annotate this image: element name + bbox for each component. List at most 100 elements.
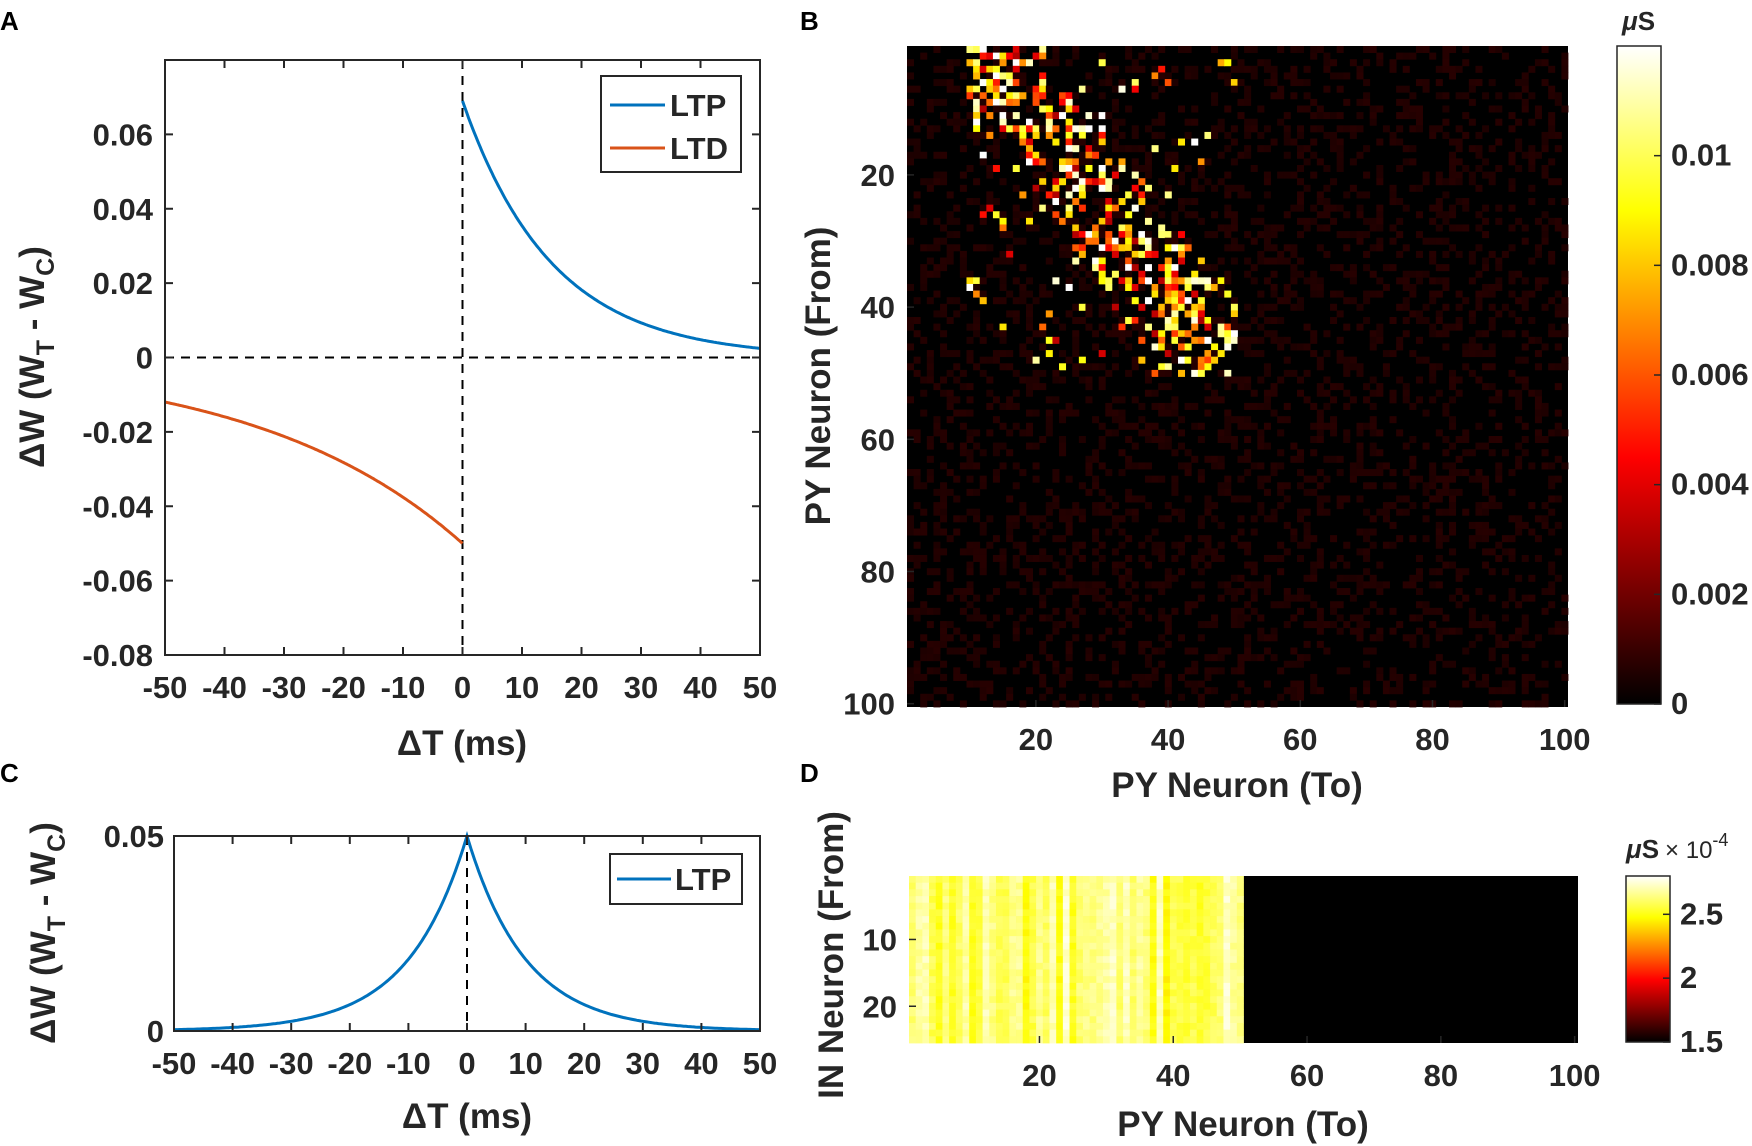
panel-b-heatmap-cell xyxy=(1105,211,1113,219)
panel-d-heatmap-cell xyxy=(1169,1009,1177,1017)
panel-b-heatmap-cell xyxy=(1111,184,1119,192)
panel-b-heatmap-cell xyxy=(1475,469,1483,477)
panel-b-heatmap xyxy=(907,46,1569,708)
panel-b-heatmap-cell xyxy=(979,158,987,166)
panel-d-heatmap-cell xyxy=(942,1036,950,1044)
panel-b-heatmap-cell xyxy=(1045,98,1053,106)
panel-b-heatmap-cell xyxy=(1072,350,1080,358)
panel-a-xtick-label: -20 xyxy=(321,670,366,705)
panel-b-heatmap-cell xyxy=(1488,654,1496,662)
panel-d-heatmap-cell xyxy=(1042,1009,1050,1017)
panel-b-heatmap-cell xyxy=(1442,131,1450,139)
panel-b-heatmap-cell xyxy=(959,422,967,430)
panel-b-heatmap-cell xyxy=(1429,462,1437,470)
panel-d-heatmap-cell xyxy=(909,889,917,897)
panel-b-heatmap-cell xyxy=(1184,469,1192,477)
panel-b-heatmap-cell xyxy=(1006,79,1014,87)
panel-b-heatmap-cell xyxy=(1488,627,1496,635)
panel-b-heatmap-cell xyxy=(1449,627,1457,635)
panel-d-heatmap-cell xyxy=(1082,982,1091,990)
panel-b-heatmap-cell xyxy=(1171,158,1179,166)
panel-b-heatmap-cell xyxy=(1435,330,1443,338)
panel-b-heatmap-cell xyxy=(979,131,987,139)
panel-b-heatmap-cell xyxy=(1138,330,1146,338)
panel-b-heatmap-cell xyxy=(1230,217,1238,225)
panel-d-heatmap-cell xyxy=(1022,962,1030,970)
panel-b-heatmap-cell xyxy=(1270,317,1278,325)
panel-b-heatmap-cell xyxy=(1125,568,1133,576)
panel-b-heatmap-cell xyxy=(1508,667,1516,675)
panel-b-heatmap-cell xyxy=(940,429,948,437)
panel-b-heatmap-cell xyxy=(1045,508,1053,516)
panel-b-heatmap-cell xyxy=(1184,198,1192,206)
panel-b-heatmap-cell xyxy=(1118,396,1126,404)
panel-b-heatmap-cell xyxy=(1039,46,1047,54)
panel-b-heatmap-cell xyxy=(966,85,974,93)
panel-b-heatmap-cell xyxy=(1164,621,1172,629)
panel-b-heatmap-cell xyxy=(973,244,981,252)
panel-b-heatmap-cell xyxy=(1482,231,1490,239)
panel-b-heatmap-cell xyxy=(1422,502,1430,510)
panel-b-heatmap-cell xyxy=(979,79,987,87)
panel-b-heatmap-cell xyxy=(1495,700,1503,708)
panel-b-heatmap-cell xyxy=(1369,541,1377,549)
panel-d-heatmap-cell xyxy=(1176,889,1184,897)
panel-b-heatmap-cell xyxy=(1316,607,1324,615)
panel-b-heatmap-cell xyxy=(1303,475,1311,483)
panel-d-heatmap-cell xyxy=(1176,882,1184,890)
panel-b-heatmap-cell xyxy=(1072,158,1080,166)
panel-b-heatmap-cell xyxy=(926,363,934,371)
panel-b-heatmap-cell xyxy=(1521,151,1529,159)
panel-b-heatmap-cell xyxy=(926,98,934,106)
panel-b-heatmap-cell xyxy=(1349,363,1357,371)
panel-b-heatmap-cell xyxy=(1217,323,1225,331)
panel-b-heatmap-cell xyxy=(1508,290,1516,298)
panel-d-heatmap-cell xyxy=(1062,896,1070,904)
panel-d-heatmap-cell xyxy=(1056,889,1064,897)
panel-b-heatmap-cell xyxy=(1052,607,1060,615)
panel-b-heatmap-cell xyxy=(1548,482,1556,490)
panel-b-heatmap-cell xyxy=(1045,290,1053,298)
panel-b-heatmap-cell xyxy=(1396,303,1404,311)
panel-b-heatmap-cell xyxy=(1429,277,1437,285)
panel-d-heatmap-cell xyxy=(1056,902,1064,910)
panel-b-heatmap-cell xyxy=(1336,627,1344,635)
panel-b-heatmap-cell xyxy=(1429,217,1437,225)
panel-b-heatmap-cell xyxy=(1548,112,1556,120)
panel-b-heatmap-cell xyxy=(1178,231,1186,239)
panel-b-heatmap-cell xyxy=(1025,350,1033,358)
panel-d-heatmap-cell xyxy=(1062,1002,1070,1010)
panel-d-heatmap-cell xyxy=(1196,996,1204,1004)
panel-b-heatmap-cell xyxy=(1270,283,1278,291)
panel-d-heatmap-cell xyxy=(1029,929,1037,937)
panel-b-heatmap-cell xyxy=(1006,112,1014,120)
panel-b-heatmap-cell xyxy=(986,198,994,206)
panel-b-heatmap-cell xyxy=(926,356,934,364)
panel-b-heatmap-cell xyxy=(953,350,961,358)
panel-b-heatmap-cell xyxy=(1475,211,1483,219)
panel-b-heatmap-cell xyxy=(1230,52,1238,60)
panel-b-heatmap-cell xyxy=(1125,554,1133,562)
panel-b-heatmap-cell xyxy=(1019,350,1027,358)
panel-b-heatmap-cell xyxy=(1158,336,1166,344)
panel-b-heatmap-cell xyxy=(1164,184,1172,192)
panel-b-heatmap-cell xyxy=(1330,217,1338,225)
panel-d-heatmap-cell xyxy=(1176,922,1184,930)
panel-b-heatmap-cell xyxy=(1422,442,1430,450)
panel-b-heatmap-cell xyxy=(1389,521,1397,529)
panel-d-heatmap-cell xyxy=(1116,1036,1124,1044)
panel-b-heatmap-cell xyxy=(1501,52,1509,60)
panel-d-heatmap-cell xyxy=(982,962,990,970)
panel-b-heatmap-cell xyxy=(1369,224,1377,232)
panel-b-heatmap-cell xyxy=(1449,171,1457,179)
panel-d-heatmap-cell xyxy=(1163,989,1171,997)
panel-b-heatmap-cell xyxy=(1237,383,1245,391)
panel-b-heatmap-cell xyxy=(1224,488,1232,496)
panel-d-heatmap-cell xyxy=(1029,1009,1037,1017)
panel-b-heatmap-cell xyxy=(1224,475,1232,483)
panel-d-heatmap-cell xyxy=(1163,996,1171,1004)
panel-b-heatmap-cell xyxy=(1336,151,1344,159)
panel-b-heatmap-cell xyxy=(1330,303,1338,311)
panel-b-heatmap-cell xyxy=(1455,700,1463,708)
panel-b-heatmap-cell xyxy=(1442,561,1450,569)
